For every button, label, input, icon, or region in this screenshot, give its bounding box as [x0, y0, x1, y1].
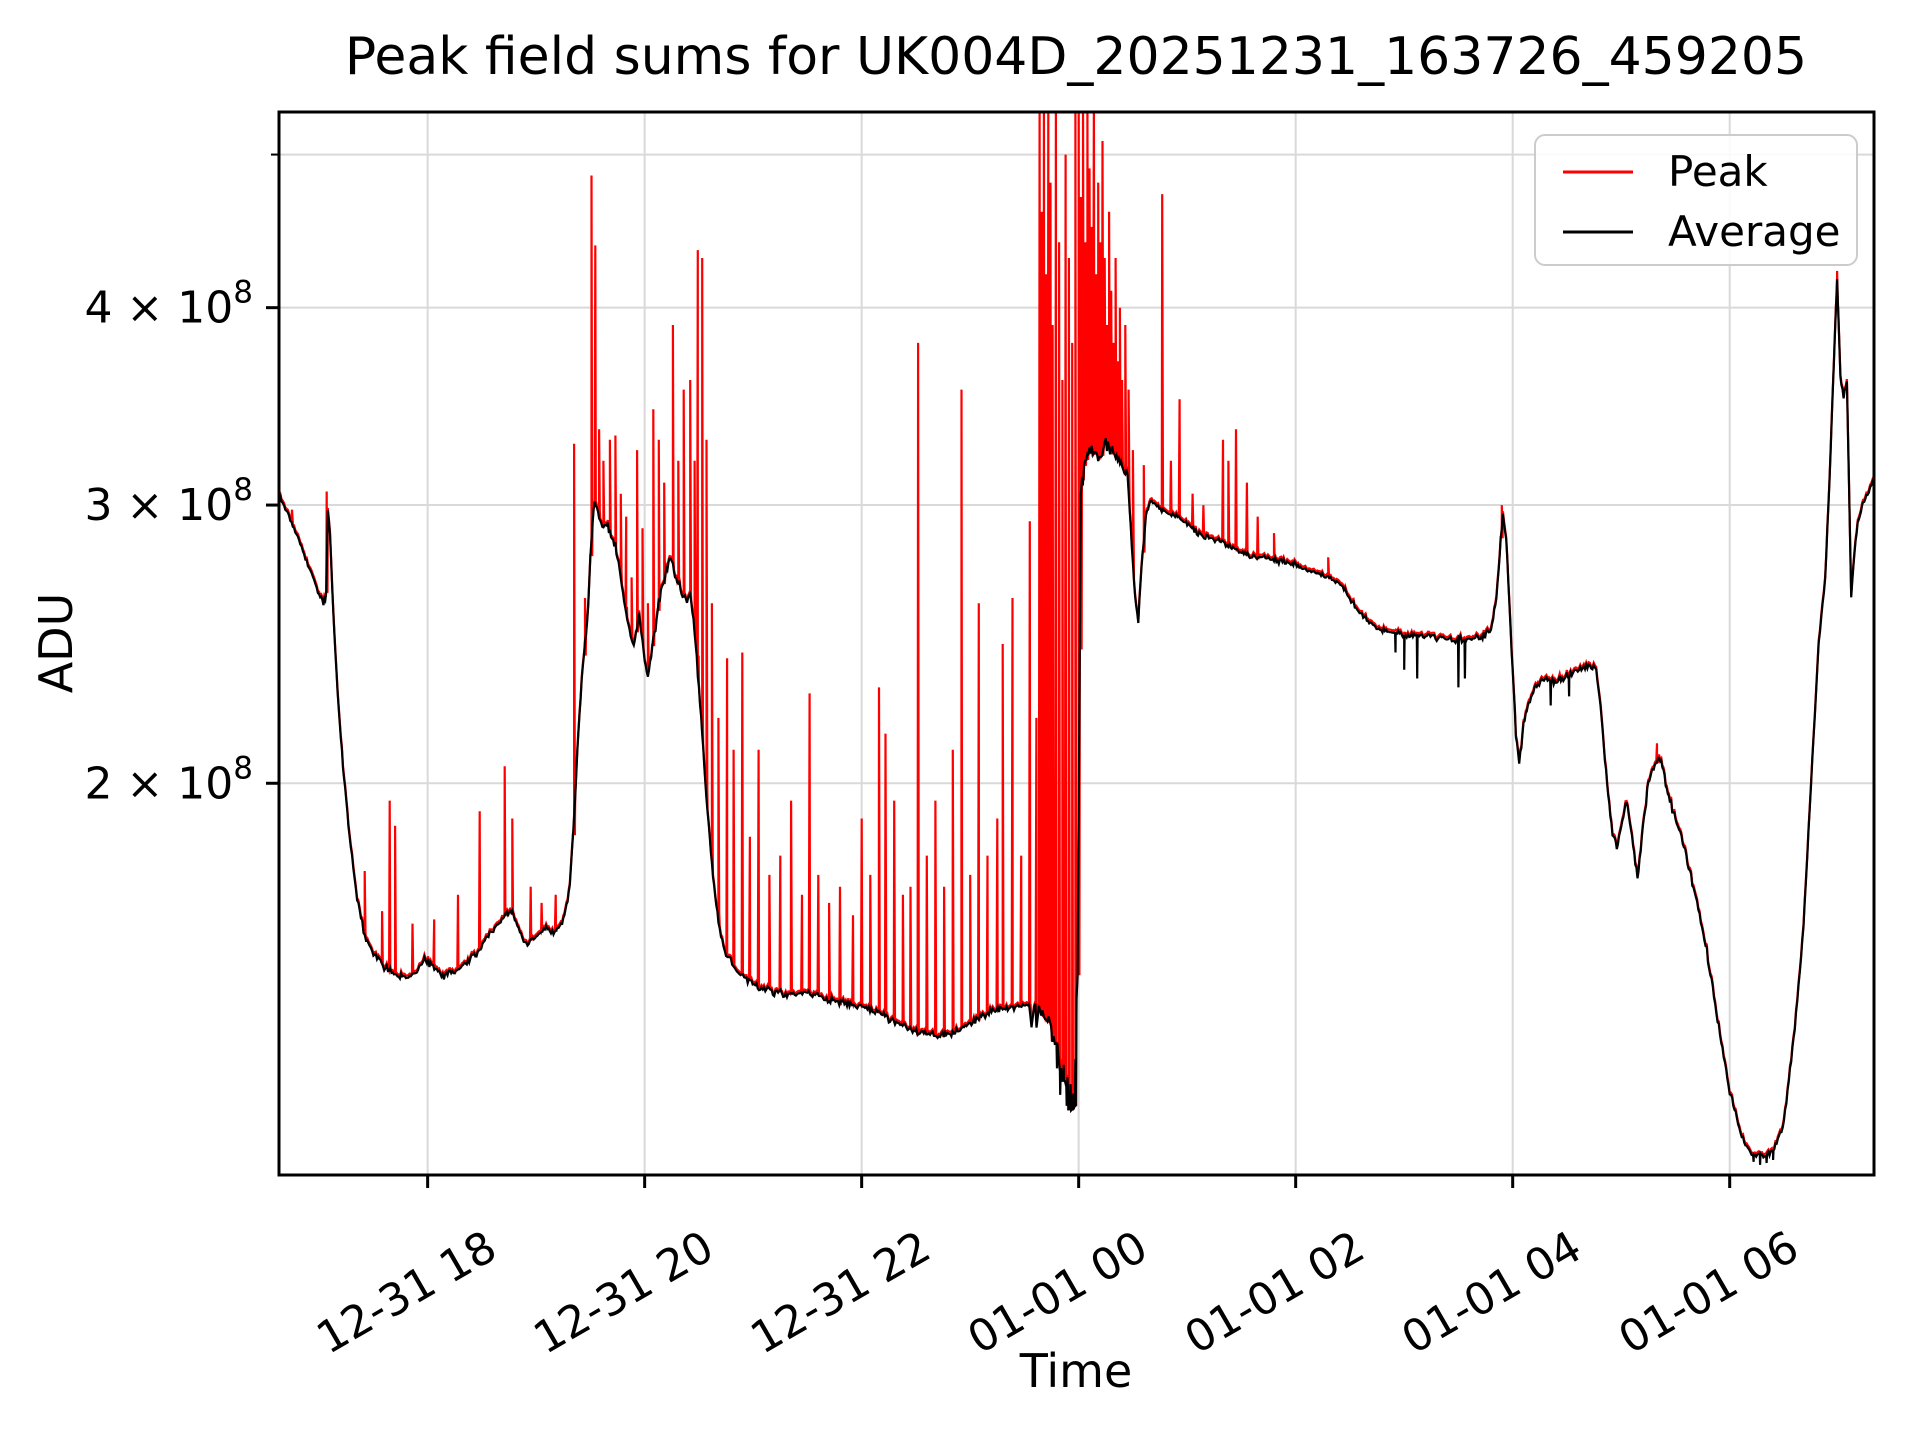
- legend: Peak Average: [1534, 134, 1858, 266]
- y-axis-label: ADU: [29, 593, 83, 694]
- x-tick-labels: 12-31 18 12-31 20 12-31 22 01-01 00 01-01 02…: [308, 1221, 1807, 1364]
- legend-label-peak: Peak: [1668, 147, 1768, 196]
- x-tick-label: 01-01 00: [959, 1221, 1156, 1364]
- y-tick-label: 3 × 108: [84, 472, 253, 531]
- x-axis-label: Time: [1019, 1344, 1133, 1398]
- legend-item-peak: Peak: [1563, 147, 1768, 196]
- legend-item-average: Average: [1563, 207, 1840, 256]
- y-tick-labels: 2 × 108 3 × 108 4 × 108: [84, 275, 253, 810]
- y-tick-label: 4 × 108: [84, 275, 253, 334]
- x-tick-label: 01-01 06: [1610, 1221, 1807, 1364]
- x-tick-label: 01-01 02: [1176, 1221, 1373, 1364]
- x-tick-label: 01-01 04: [1393, 1221, 1590, 1364]
- axes-spines: [277, 110, 1876, 1177]
- plot-area: [279, 112, 1874, 1165]
- y-tick-label: 2 × 108: [84, 750, 253, 809]
- x-tick-label: 12-31 22: [742, 1221, 939, 1364]
- legend-label-average: Average: [1668, 207, 1840, 256]
- x-tick-label: 12-31 20: [525, 1221, 722, 1364]
- x-tick-label: 12-31 18: [308, 1221, 505, 1364]
- average-series-line: [279, 279, 1874, 1165]
- axis-ticks: [266, 153, 1732, 1188]
- chart-title: Peak field sums for UK004D_20251231_1637…: [345, 27, 1807, 87]
